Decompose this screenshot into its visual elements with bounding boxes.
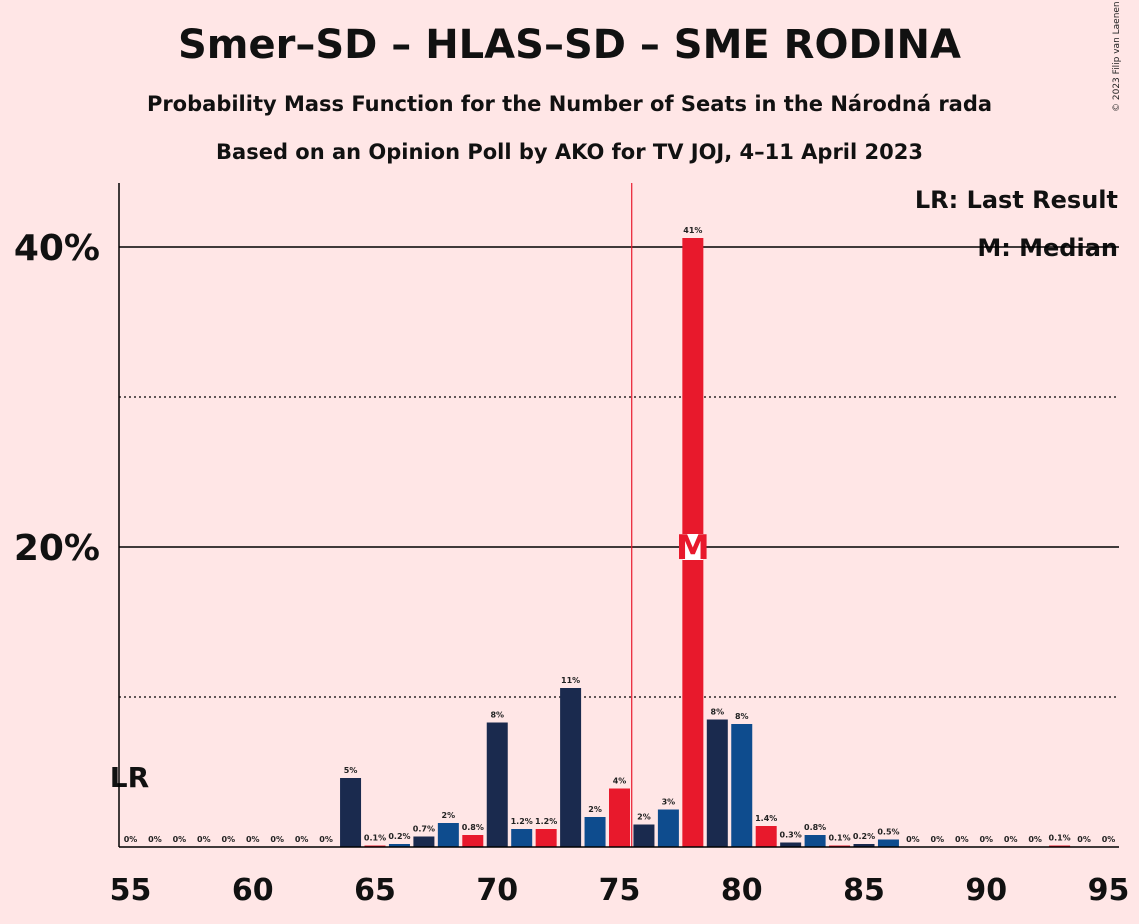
bar-value-label: 0.5%: [877, 828, 899, 837]
bar-value-label: 8%: [735, 712, 749, 721]
x-tick-label: 70: [476, 873, 518, 908]
x-tick-label: 55: [110, 873, 152, 908]
bar: [486, 722, 508, 847]
bar: [340, 778, 362, 847]
bar-value-label: 0%: [1028, 835, 1042, 844]
bar-value-label: 8%: [490, 711, 504, 720]
bar-value-label: 0%: [295, 835, 309, 844]
last-result-marker: LR: [110, 761, 149, 794]
bar-value-label: 41%: [683, 226, 702, 235]
legend-last-result: LR: Last Result: [914, 186, 1118, 214]
median-marker: M: [676, 528, 710, 568]
y-tick-label: 20%: [14, 528, 100, 569]
bar: [731, 724, 753, 847]
bar-value-label: 0%: [931, 835, 945, 844]
bar-value-label: 0%: [1004, 835, 1018, 844]
x-tick-label: 90: [965, 873, 1007, 908]
legend-median: M: Median: [977, 234, 1118, 262]
bar: [804, 835, 826, 847]
chart-title: Smer–SD – HLAS–SD – SME RODINA: [178, 22, 961, 68]
bar: [511, 829, 533, 847]
bar-value-label: 0%: [906, 835, 920, 844]
bar-value-label: 11%: [561, 676, 580, 685]
bar-value-label: 0%: [148, 835, 162, 844]
bar-value-label: 3%: [662, 798, 676, 807]
bar: [609, 788, 630, 847]
bar-value-label: 0%: [1077, 835, 1091, 844]
bar-value-label: 4%: [613, 777, 627, 786]
x-tick-label: 85: [843, 873, 885, 908]
bar: [877, 839, 899, 847]
chart-source-line: Based on an Opinion Poll by AKO for TV J…: [216, 140, 923, 164]
bar: [657, 809, 679, 847]
bar-value-label: 8%: [711, 708, 725, 717]
x-tick-label: 75: [599, 873, 641, 908]
bar-value-label: 1.2%: [511, 817, 533, 826]
x-tick-label: 95: [1088, 873, 1130, 908]
bar: [755, 826, 777, 847]
bar-value-label: 0%: [270, 835, 284, 844]
bar-value-label: 0.7%: [413, 825, 435, 834]
bar-value-label: 0.1%: [828, 834, 850, 843]
x-tick-label: 60: [232, 873, 274, 908]
bar-value-label: 5%: [344, 766, 358, 775]
bar: [560, 688, 582, 847]
bar-value-label: 0%: [1102, 835, 1116, 844]
chart-subtitle: Probability Mass Function for the Number…: [146, 92, 993, 116]
bar-value-label: 0%: [197, 835, 211, 844]
bar-value-label: 0.2%: [853, 832, 875, 841]
bar-value-label: 2%: [637, 813, 651, 822]
bar-value-label: 0.2%: [388, 832, 410, 841]
bar: [437, 823, 459, 847]
bar-value-label: 1.4%: [755, 814, 777, 823]
bar-value-label: 2%: [588, 805, 602, 814]
bar: [388, 844, 410, 847]
bar-value-label: 2%: [442, 811, 456, 820]
bar-value-label: 0.1%: [1049, 834, 1071, 843]
bar-value-label: 0.8%: [462, 823, 484, 832]
bar-value-label: 0%: [222, 835, 236, 844]
bar: [780, 842, 802, 847]
bar-value-label: 0.3%: [780, 831, 802, 840]
bar-value-label: 0.1%: [364, 834, 386, 843]
bar-value-label: 0%: [173, 835, 187, 844]
bar-value-label: 0%: [246, 835, 260, 844]
bar-value-label: 0%: [124, 835, 138, 844]
median-marker-bg: [682, 534, 704, 560]
bar: [413, 836, 435, 847]
bar-value-label: 0.8%: [804, 823, 826, 832]
bar-value-label: 0%: [955, 835, 969, 844]
bar-value-label: 1.2%: [535, 817, 557, 826]
bar: [584, 817, 606, 847]
bar: [535, 829, 557, 847]
bar: [706, 719, 728, 847]
x-tick-label: 80: [721, 873, 763, 908]
bar-value-label: 0%: [319, 835, 333, 844]
bar: [853, 844, 875, 847]
bar: [633, 824, 655, 847]
x-tick-label: 65: [354, 873, 396, 908]
bar-value-label: 0%: [979, 835, 993, 844]
bar: [462, 835, 484, 847]
y-tick-label: 40%: [14, 228, 100, 269]
